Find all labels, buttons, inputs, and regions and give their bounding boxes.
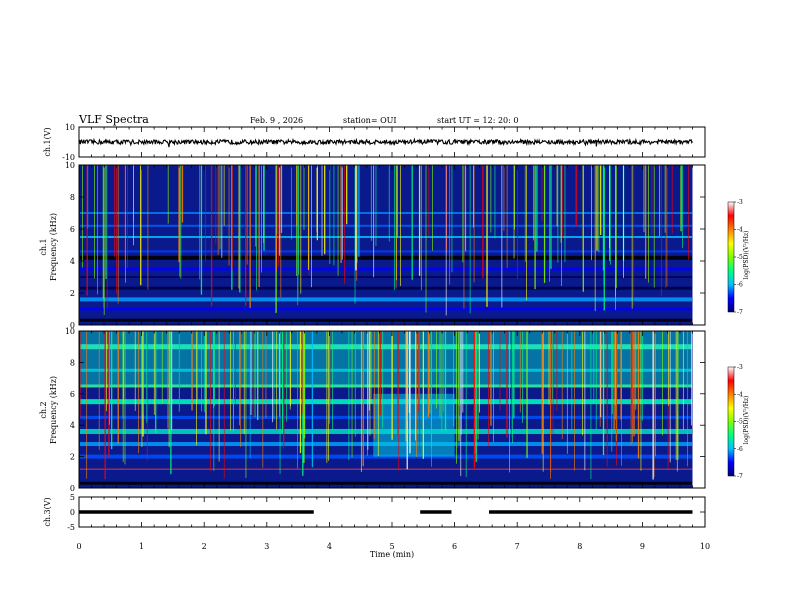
ch2-colorbar-label: log(PSD)(V²/Hz)	[743, 396, 750, 445]
ch2-spectrogram-band	[80, 481, 692, 485]
ch1-colorbar: -3 -4 -5 -6 -7	[727, 199, 743, 316]
ch1-spectrogram-ylabel: Frequency (kHz)	[49, 213, 58, 281]
time-axis-tick-label: 9	[640, 542, 645, 551]
ch2-spectrogram-ytick-label: 8	[70, 358, 75, 367]
ch1-colorbar-tick-label: -7	[737, 309, 743, 316]
ch1-spectrogram-ytick-label: 8	[70, 193, 75, 202]
ch1-spectrogram-band	[80, 224, 692, 227]
ch1-colorbar-label: log(PSD)(V²/Hz)	[743, 231, 750, 280]
ch2-spectrogram-ytick-label: 10	[65, 327, 75, 336]
ch1-spectrogram-band	[80, 286, 692, 290]
ch2-spectrogram-ytick-label: 6	[70, 390, 75, 399]
ch1-colorbar-scale	[727, 201, 735, 313]
ch1-colorbar-tick-label: -4	[737, 227, 743, 234]
ch2-spectrogram-band	[80, 454, 692, 459]
ch1-spectrogram-band	[80, 250, 692, 253]
ch2-colorbar-tick-label: -5	[737, 419, 743, 426]
time-axis-tick-label: 1	[139, 542, 144, 551]
time-axis-label: Time (min)	[370, 550, 414, 559]
ch1-spectrogram-band	[80, 297, 692, 302]
time-axis-tick-label: 8	[577, 542, 582, 551]
ch2-spectrogram-ylabel: Frequency (kHz)	[49, 376, 58, 444]
ch3-voltage-ytick-label: -5	[67, 523, 75, 532]
ch1-spectrogram-band	[80, 307, 692, 311]
ch1-spectrogram-band	[80, 236, 692, 238]
time-axis-tick-label: 7	[515, 542, 520, 551]
start-ut-label: start UT = 12: 20: 0	[437, 116, 518, 125]
time-axis-tick-label: 0	[76, 542, 81, 551]
ch1-spectrogram-ytick-label: 6	[70, 225, 75, 234]
ch2-spectrogram-emission-patch	[373, 393, 455, 457]
figure-title: VLF Spectra	[78, 113, 149, 126]
ch1-voltage-trace	[78, 137, 693, 148]
ch1-spectrogram-band	[80, 267, 692, 271]
ch2-spectrogram-upper-emission	[80, 331, 692, 386]
ch2-colorbar-scale	[727, 366, 735, 477]
ch2-colorbar-tick-label: -6	[737, 446, 743, 453]
ch1-spectrogram-band	[80, 276, 692, 278]
ch2-spectrogram-panel: 0 2 4 6 8 10	[65, 327, 706, 493]
time-axis-tick-label: 6	[452, 542, 457, 551]
ch2-spectrogram-ytick-label: 0	[70, 484, 75, 493]
ch1-spectrogram-ytick-label: 2	[70, 289, 75, 298]
ch2-spectrogram-ylabel-top: ch.2	[39, 401, 48, 418]
ch1-voltage-ytick-label: -10	[62, 153, 75, 162]
ch1-spectrogram-band	[80, 255, 692, 260]
time-axis-tick-label: 10	[700, 542, 710, 551]
date-label: Feb. 9 , 2026	[250, 116, 303, 125]
ch2-spectrogram-band	[80, 344, 692, 350]
ch1-spectrogram-band	[80, 212, 692, 214]
station-label: station= OUI	[343, 116, 397, 125]
ch2-spectrogram-band	[80, 384, 692, 388]
ch2-spectrogram-ytick-label: 2	[70, 453, 75, 462]
ch1-voltage-ylabel: ch.1(V)	[43, 127, 52, 156]
ch1-colorbar-tick-label: -3	[737, 199, 743, 206]
ch1-spectrogram-panel: 0 2 4 6 8 10	[65, 161, 706, 330]
time-axis-tick-label: 4	[327, 542, 332, 551]
ch1-spectrogram-ytick-label: 4	[70, 257, 75, 266]
ch1-spectrogram-ytick-label: 0	[70, 321, 75, 330]
ch3-voltage-ylabel: ch.3(V)	[43, 497, 52, 526]
time-axis-tick-label: 3	[264, 542, 269, 551]
ch1-voltage-ytick-label: 10	[65, 123, 75, 132]
time-axis-tick-label: 5	[389, 542, 394, 551]
ch1-spectrogram-no-data	[692, 165, 705, 325]
ch1-colorbar-tick-label: -5	[737, 254, 743, 261]
ch1-spectrogram-ytick-label: 10	[65, 161, 75, 170]
ch1-voltage-panel: 10 -10	[62, 123, 706, 162]
ch3-voltage-ytick-label: 0	[70, 508, 75, 517]
ch1-spectrogram-ylabel-top: ch.1	[39, 238, 48, 255]
ch2-colorbar-tick-label: -4	[737, 391, 743, 398]
ch2-spectrogram-band	[80, 368, 692, 372]
ch1-spectrogram-band	[80, 318, 692, 322]
ch2-spectrogram-no-data	[692, 331, 705, 488]
ch2-spectrogram-band	[80, 468, 692, 470]
time-axis-tick-label: 2	[202, 542, 207, 551]
ch3-voltage-panel: 5 0 -5 0 1 2 3 4 5 6 7 8 9 10	[67, 493, 710, 551]
ch2-colorbar: -3 -4 -5 -6 -7	[727, 364, 743, 480]
ch2-colorbar-tick-label: -7	[737, 473, 743, 480]
ch2-colorbar-tick-label: -3	[737, 364, 743, 371]
ch1-colorbar-tick-label: -6	[737, 282, 743, 289]
ch2-spectrogram-ytick-label: 4	[70, 421, 75, 430]
ch3-voltage-ytick-label: 5	[70, 493, 75, 502]
